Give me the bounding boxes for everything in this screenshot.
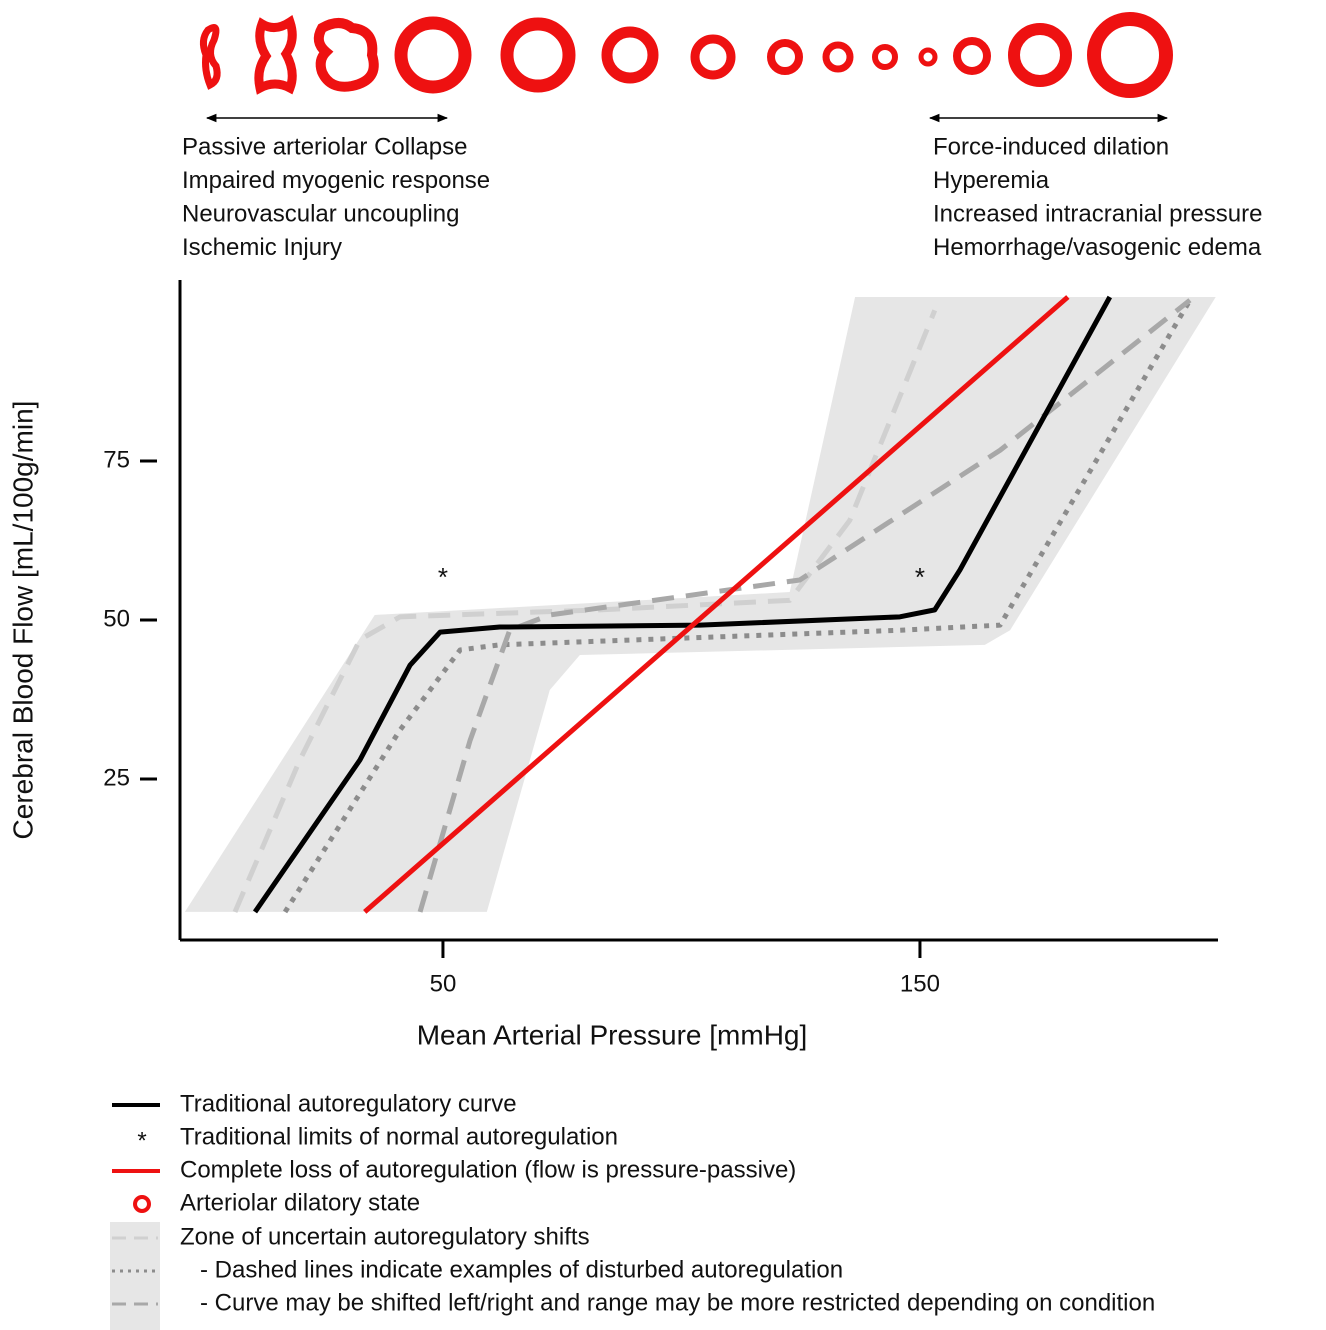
legend-marker: * <box>137 1127 146 1154</box>
vessel-icons <box>203 19 1166 91</box>
chart: Mean Arterial Pressure [mmHg] Cerebral B… <box>0 0 1326 1330</box>
x-axis-title: Mean Arterial Pressure [mmHg] <box>417 1019 808 1050</box>
vessel <box>1014 29 1066 81</box>
annotation: Force-induced dilation <box>933 133 1169 160</box>
legend-label: Zone of uncertain autoregulatory shifts <box>180 1223 590 1250</box>
vessel <box>921 50 935 64</box>
zone-note: - Curve may be shifted left/right and ra… <box>200 1289 1155 1316</box>
page: {"chart_data": { "type": "line", "xlabel… <box>0 0 1326 1330</box>
y-tick-label: 25 <box>103 764 130 791</box>
legend-label: Traditional autoregulatory curve <box>180 1090 517 1117</box>
legend-vessel-icon <box>135 1197 149 1211</box>
vessel <box>771 43 799 71</box>
y-tick-label: 50 <box>103 605 130 632</box>
annotation: Impaired myogenic response <box>182 167 490 194</box>
x-tick-label: 150 <box>900 970 940 997</box>
legend-label: Complete loss of autoregulation (flow is… <box>180 1156 796 1183</box>
vessel <box>875 47 895 67</box>
annotation: Ischemic Injury <box>182 234 342 261</box>
vessel-collapsed <box>203 28 217 85</box>
legend-label: Traditional limits of normal autoregulat… <box>180 1123 618 1150</box>
annotation: Hemorrhage/vasogenic edema <box>933 234 1262 261</box>
vessel-collapsed <box>319 23 374 87</box>
legend-label: Arteriolar dilatory state <box>180 1189 420 1216</box>
annotation: Passive arteriolar Collapse <box>182 133 467 160</box>
vessel <box>826 45 850 69</box>
y-axis-title: Cerebral Blood Flow [mL/100g/min] <box>7 401 38 840</box>
y-tick-label: 75 <box>103 446 130 473</box>
vessel <box>1094 19 1166 91</box>
limit-marker: * <box>438 562 448 592</box>
vessel <box>607 32 653 78</box>
x-tick-label: 50 <box>430 970 457 997</box>
limit-marker: * <box>915 562 925 592</box>
vessel <box>695 39 731 75</box>
annotation: Increased intracranial pressure <box>933 200 1263 227</box>
vessel <box>957 41 987 71</box>
zone-note: - Dashed lines indicate examples of dist… <box>200 1256 843 1283</box>
annotation: Hyperemia <box>933 167 1050 194</box>
vessel <box>507 24 569 86</box>
annotation: Neurovascular uncoupling <box>182 200 460 227</box>
vessel <box>401 23 465 87</box>
vessel-collapsed <box>259 22 292 88</box>
